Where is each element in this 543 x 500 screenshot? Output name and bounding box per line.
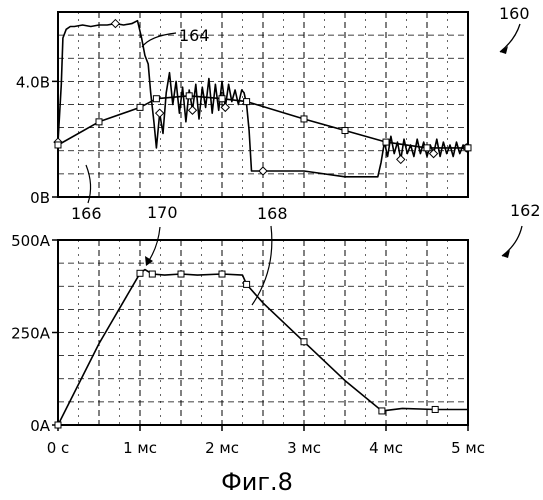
- ref-label-164: 164: [179, 26, 210, 45]
- data-point-marker: [424, 145, 430, 151]
- data-point-marker: [379, 408, 385, 414]
- data-point-marker: [244, 281, 250, 287]
- data-point-marker: [397, 155, 405, 163]
- ref-arrow-160-head: [500, 46, 508, 54]
- data-point-marker: [301, 116, 307, 122]
- data-point-marker: [383, 139, 389, 145]
- x-tick-label: 1 мс: [123, 439, 157, 457]
- data-point-marker: [55, 422, 61, 428]
- ref-arrow-162-head: [502, 250, 510, 258]
- data-point-marker: [301, 339, 307, 345]
- figure-caption: Фиг.8: [221, 468, 293, 496]
- data-point-marker: [178, 271, 184, 277]
- x-tick-label: 2 мс: [205, 439, 239, 457]
- data-point-marker: [111, 20, 119, 28]
- voltage-chart: 4.0В 0В: [16, 12, 471, 207]
- data-point-marker: [137, 270, 143, 276]
- ref-label-168: 168: [257, 204, 288, 223]
- data-point-marker: [465, 145, 471, 151]
- ref-label-166: 166: [71, 204, 102, 223]
- x-tick-label: 3 мс: [287, 439, 321, 457]
- y-tick-label: 0A: [30, 417, 51, 435]
- data-point-marker: [153, 96, 159, 102]
- data-point-marker: [156, 109, 164, 117]
- x-tick-label: 0 с: [47, 439, 70, 457]
- ref-label-162: 162: [510, 201, 541, 220]
- data-point-marker: [55, 142, 61, 148]
- y-tick-label: 500A: [11, 232, 51, 250]
- y-tick-label: 0В: [30, 189, 50, 207]
- y-tick-label: 4.0В: [16, 73, 50, 91]
- y-tick-label: 250A: [11, 325, 51, 343]
- leader-170: [148, 227, 160, 262]
- data-point-marker: [219, 96, 225, 102]
- ref-arrow-160: [500, 24, 520, 52]
- data-point-marker: [432, 406, 438, 412]
- x-tick-label: 4 мс: [369, 439, 403, 457]
- data-point-marker: [219, 271, 225, 277]
- current-chart: 500A 250A 0A 0 с 1 мс 2 мс 3 мс 4 мс 5 мс: [11, 232, 485, 457]
- data-point-marker: [244, 99, 250, 105]
- x-tick-label: 5 мс: [451, 439, 485, 457]
- ref-arrow-162: [502, 226, 522, 256]
- data-point-marker: [342, 128, 348, 134]
- data-point-marker: [96, 119, 102, 125]
- ref-label-160: 160: [499, 4, 530, 23]
- data-point-marker: [149, 271, 155, 277]
- data-point-marker: [188, 106, 196, 114]
- ref-label-170: 170: [147, 203, 178, 222]
- data-point-marker: [137, 104, 143, 110]
- leader-170-head: [145, 256, 153, 266]
- data-point-marker: [186, 93, 192, 99]
